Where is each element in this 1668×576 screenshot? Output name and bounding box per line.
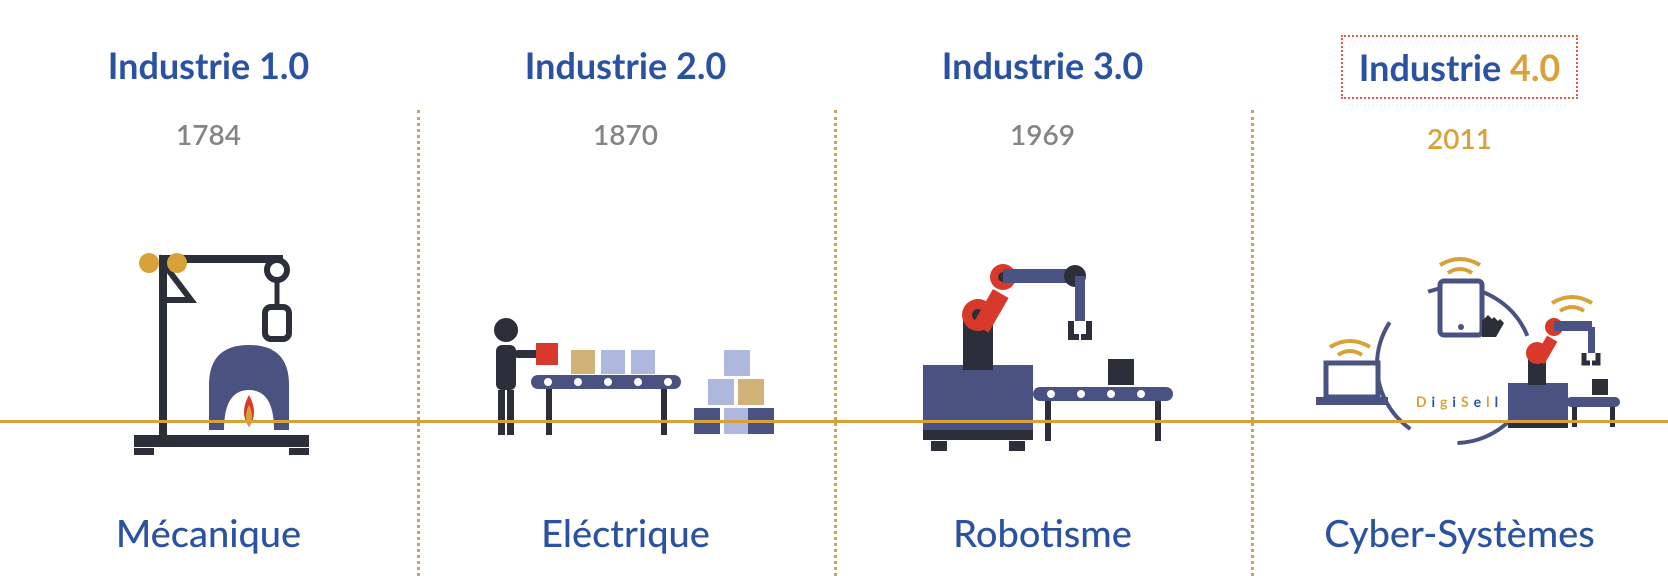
era-4-title-version: 4.0: [1510, 45, 1560, 89]
era-2-title-prefix: Industrie: [525, 43, 676, 87]
mechanical-loom-icon: [99, 245, 319, 455]
era-2-year: 1870: [593, 117, 658, 151]
era-1-label: Mécanique: [116, 510, 301, 556]
industry-timeline: Industrie 1.0 1784: [0, 0, 1668, 576]
era-3-icon-wrap: [854, 151, 1231, 465]
robot-arm-icon: [903, 255, 1183, 455]
era-3-title-version: 3.0: [1093, 43, 1143, 87]
era-2-title: Industrie 2.0: [509, 35, 743, 95]
era-3: Industrie 3.0 1969: [834, 0, 1251, 576]
era-1: Industrie 1.0 1784: [0, 0, 417, 576]
era-4-year: 2011: [1427, 121, 1492, 155]
era-3-title: Industrie 3.0: [926, 35, 1160, 95]
era-4-title: Industrie 4.0: [1341, 35, 1579, 99]
era-4: Industrie 4.0 2011: [1251, 0, 1668, 576]
era-2: Industrie 2.0 1870: [417, 0, 834, 576]
era-1-year: 1784: [176, 117, 241, 151]
era-1-title: Industrie 1.0: [92, 35, 326, 95]
era-2-label: Eléctrique: [541, 510, 710, 556]
era-1-icon-wrap: [20, 151, 397, 465]
era-4-icon-wrap: [1271, 155, 1648, 465]
cyber-system-icon: [1300, 255, 1620, 455]
era-1-title-prefix: Industrie: [108, 43, 259, 87]
era-3-year: 1969: [1010, 117, 1075, 151]
era-2-icon-wrap: [437, 151, 814, 465]
era-4-label: Cyber-Systèmes: [1324, 510, 1595, 556]
assembly-line-icon: [476, 295, 776, 455]
era-4-title-prefix: Industrie: [1359, 45, 1510, 89]
era-1-title-version: 1.0: [259, 43, 309, 87]
era-2-title-version: 2.0: [676, 43, 726, 87]
digisell-watermark: DigiSell: [1416, 393, 1503, 410]
era-3-title-prefix: Industrie: [942, 43, 1093, 87]
era-3-label: Robotisme: [953, 510, 1132, 556]
